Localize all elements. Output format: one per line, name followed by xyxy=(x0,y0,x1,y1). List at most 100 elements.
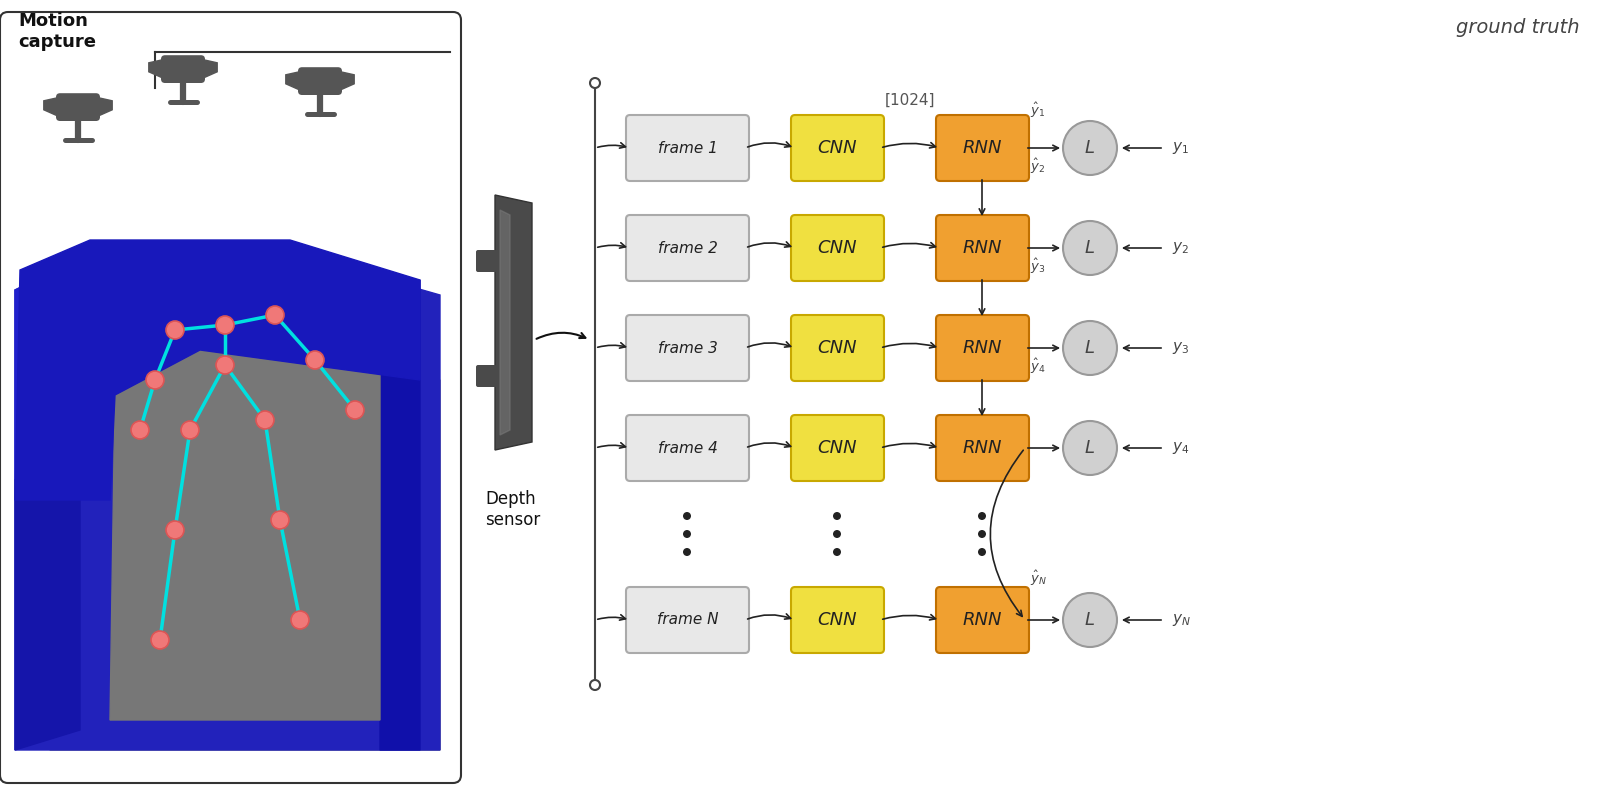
Circle shape xyxy=(1063,321,1118,375)
FancyBboxPatch shape xyxy=(792,215,884,281)
Polygon shape xyxy=(80,395,425,730)
Circle shape xyxy=(683,530,691,538)
Text: $y_1$: $y_1$ xyxy=(1172,140,1190,156)
Text: RNN: RNN xyxy=(963,439,1003,457)
Text: RNN: RNN xyxy=(963,139,1003,157)
Polygon shape xyxy=(96,97,112,117)
Text: CNN: CNN xyxy=(817,239,857,257)
Circle shape xyxy=(166,521,184,539)
Text: frame 2: frame 2 xyxy=(657,241,718,256)
Text: $\hat{y}_N$: $\hat{y}_N$ xyxy=(1030,568,1047,588)
Circle shape xyxy=(1063,593,1118,647)
FancyBboxPatch shape xyxy=(935,115,1030,181)
Text: frame N: frame N xyxy=(657,612,718,627)
Text: L: L xyxy=(1086,439,1095,457)
Circle shape xyxy=(1063,421,1118,475)
FancyBboxPatch shape xyxy=(935,215,1030,281)
Text: $y_2$: $y_2$ xyxy=(1172,240,1190,256)
Circle shape xyxy=(146,371,165,389)
Text: L: L xyxy=(1086,139,1095,157)
FancyBboxPatch shape xyxy=(297,67,342,95)
Polygon shape xyxy=(14,260,174,480)
Text: Motion
capture: Motion capture xyxy=(18,12,96,50)
Circle shape xyxy=(1063,121,1118,175)
Polygon shape xyxy=(50,380,440,750)
FancyBboxPatch shape xyxy=(792,115,884,181)
FancyBboxPatch shape xyxy=(477,365,497,387)
Text: $\hat{y}_4$: $\hat{y}_4$ xyxy=(1030,357,1046,376)
Text: CNN: CNN xyxy=(817,339,857,357)
Polygon shape xyxy=(496,195,532,450)
Text: $\hat{y}_3$: $\hat{y}_3$ xyxy=(1030,256,1046,275)
Polygon shape xyxy=(500,210,510,435)
FancyBboxPatch shape xyxy=(935,415,1030,481)
FancyBboxPatch shape xyxy=(625,315,748,381)
Circle shape xyxy=(683,548,691,556)
Text: $\hat{y}_2$: $\hat{y}_2$ xyxy=(1030,156,1046,176)
Circle shape xyxy=(979,530,987,538)
Circle shape xyxy=(131,421,149,439)
Circle shape xyxy=(1063,221,1118,275)
Text: RNN: RNN xyxy=(963,339,1003,357)
Polygon shape xyxy=(14,440,80,750)
Text: RNN: RNN xyxy=(963,239,1003,257)
Text: RNN: RNN xyxy=(963,611,1003,629)
FancyBboxPatch shape xyxy=(161,55,205,83)
Text: CNN: CNN xyxy=(817,139,857,157)
FancyBboxPatch shape xyxy=(792,587,884,653)
Text: $y_4$: $y_4$ xyxy=(1172,440,1190,456)
Text: CNN: CNN xyxy=(817,439,857,457)
FancyBboxPatch shape xyxy=(935,315,1030,381)
FancyBboxPatch shape xyxy=(56,93,101,121)
Circle shape xyxy=(833,548,841,556)
Circle shape xyxy=(590,680,600,690)
Circle shape xyxy=(150,631,169,649)
Text: frame 4: frame 4 xyxy=(657,440,718,455)
FancyBboxPatch shape xyxy=(792,315,884,381)
Circle shape xyxy=(181,421,198,439)
Text: $\hat{y}_1$: $\hat{y}_1$ xyxy=(1030,100,1046,120)
Polygon shape xyxy=(337,71,355,91)
Text: CNN: CNN xyxy=(817,611,857,629)
Polygon shape xyxy=(14,240,421,500)
Polygon shape xyxy=(286,71,302,91)
Circle shape xyxy=(291,611,309,629)
Circle shape xyxy=(256,411,273,429)
Circle shape xyxy=(833,530,841,538)
Text: $y_3$: $y_3$ xyxy=(1172,340,1190,356)
Circle shape xyxy=(979,512,987,520)
Circle shape xyxy=(590,78,600,88)
Circle shape xyxy=(216,316,233,334)
Circle shape xyxy=(265,306,285,324)
Text: ground truth: ground truth xyxy=(1457,18,1580,37)
Circle shape xyxy=(166,321,184,339)
Circle shape xyxy=(979,548,987,556)
Text: L: L xyxy=(1086,611,1095,629)
FancyBboxPatch shape xyxy=(0,12,461,783)
FancyBboxPatch shape xyxy=(625,415,748,481)
Text: $y_N$: $y_N$ xyxy=(1172,612,1191,628)
Circle shape xyxy=(270,511,289,529)
Polygon shape xyxy=(149,59,165,79)
Text: L: L xyxy=(1086,339,1095,357)
Circle shape xyxy=(833,512,841,520)
FancyBboxPatch shape xyxy=(625,587,748,653)
Circle shape xyxy=(305,351,325,369)
Polygon shape xyxy=(201,59,217,79)
Text: frame 3: frame 3 xyxy=(657,341,718,356)
Text: frame 1: frame 1 xyxy=(657,140,718,155)
Polygon shape xyxy=(43,97,61,117)
Circle shape xyxy=(683,512,691,520)
Polygon shape xyxy=(14,255,440,750)
Circle shape xyxy=(345,401,365,419)
Polygon shape xyxy=(381,280,421,750)
Text: L: L xyxy=(1086,239,1095,257)
FancyBboxPatch shape xyxy=(477,250,497,272)
FancyBboxPatch shape xyxy=(625,215,748,281)
Circle shape xyxy=(216,356,233,374)
Text: [1024]: [1024] xyxy=(884,92,935,107)
FancyBboxPatch shape xyxy=(625,115,748,181)
Polygon shape xyxy=(110,340,381,720)
FancyBboxPatch shape xyxy=(935,587,1030,653)
Text: Depth
sensor: Depth sensor xyxy=(484,490,540,529)
